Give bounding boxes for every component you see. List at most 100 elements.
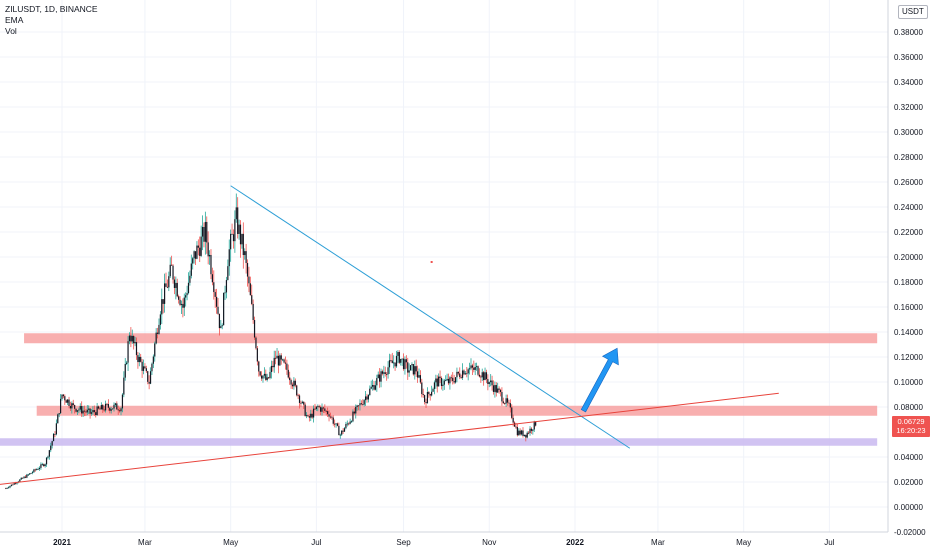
candle	[213, 270, 215, 300]
candle-body	[85, 411, 87, 413]
candle	[116, 401, 118, 410]
candle-body	[405, 359, 407, 363]
candle-body	[121, 394, 124, 409]
candle-body	[182, 303, 184, 308]
time-tick: Jul	[311, 538, 321, 547]
candle-body	[369, 388, 371, 395]
candle	[523, 434, 526, 437]
candle-body	[400, 358, 402, 363]
candle	[357, 405, 360, 411]
candle	[339, 433, 341, 439]
candle	[381, 369, 384, 376]
candle-body	[92, 410, 94, 413]
candle	[374, 380, 377, 391]
currency-unit-badge[interactable]: USDT	[898, 5, 928, 19]
candle	[183, 293, 185, 316]
candle	[394, 362, 396, 371]
candle	[506, 394, 509, 406]
candle-body	[296, 385, 298, 396]
candle	[467, 367, 469, 381]
candle-body	[425, 402, 427, 404]
candle-body	[206, 221, 208, 243]
candle-body	[422, 394, 424, 396]
candle-body	[307, 415, 309, 417]
candle	[88, 405, 90, 414]
candle-body	[398, 352, 400, 363]
candle-body	[321, 407, 323, 412]
candle	[390, 354, 392, 363]
candle-body	[286, 363, 288, 370]
candle-body	[145, 368, 147, 372]
candle-body	[373, 384, 375, 390]
candle	[377, 371, 379, 379]
candle-body	[411, 364, 413, 366]
candle-body	[128, 335, 131, 342]
candle	[7, 486, 10, 489]
candle	[149, 367, 152, 385]
candle-body	[350, 421, 353, 423]
candle	[31, 470, 34, 475]
candle	[476, 362, 478, 371]
candle	[208, 250, 211, 265]
price-tick: 0.18000	[894, 278, 923, 287]
candle	[402, 353, 405, 371]
candle-body	[99, 408, 101, 410]
candle-body	[97, 406, 100, 409]
candle-body	[27, 474, 29, 476]
arrow-icon	[580, 347, 619, 413]
candle-body	[459, 373, 461, 378]
candle-body	[429, 394, 431, 396]
candle-body	[151, 363, 153, 372]
bar-countdown: 16:20:23	[896, 426, 926, 435]
candle-body	[9, 485, 11, 488]
candle	[130, 327, 132, 348]
ema-indicator-label[interactable]: EMA	[5, 15, 24, 25]
candle-body	[440, 378, 443, 387]
candle-body	[359, 403, 361, 406]
candle	[48, 449, 50, 460]
price-tick: 0.24000	[894, 203, 923, 212]
candle	[446, 373, 448, 382]
candle	[68, 396, 70, 409]
candle-body	[291, 384, 294, 387]
candle	[57, 413, 59, 424]
candle	[235, 193, 237, 223]
candle	[142, 359, 145, 375]
candle	[10, 484, 13, 487]
candle-body	[449, 377, 451, 384]
symbol-title: ZILUSDT, 1D, BINANCE	[5, 4, 98, 14]
candle	[200, 225, 202, 258]
candle-body	[301, 401, 303, 404]
candle	[260, 371, 263, 381]
candle-body	[58, 413, 60, 415]
candle	[249, 276, 251, 296]
candle	[117, 405, 119, 415]
candle-body	[169, 264, 171, 277]
candle	[55, 419, 57, 436]
volume-indicator-label[interactable]: Vol	[5, 26, 17, 36]
candle-body	[352, 411, 354, 422]
candle-body	[211, 274, 213, 283]
candle	[37, 467, 39, 470]
candle	[20, 477, 22, 480]
candle-body	[154, 343, 156, 357]
candle-body	[345, 424, 347, 429]
price-tick: 0.14000	[894, 328, 923, 337]
candle	[470, 358, 472, 371]
candle-body	[395, 355, 398, 367]
candle	[303, 401, 305, 409]
candle-body	[305, 415, 308, 417]
candle	[216, 288, 218, 314]
candle	[220, 320, 222, 329]
candle	[310, 409, 312, 422]
candle-body	[200, 236, 202, 256]
candle-body	[113, 404, 115, 409]
candle-body	[424, 395, 426, 403]
candle	[263, 367, 265, 379]
candle-body	[494, 385, 496, 392]
candle	[346, 420, 348, 427]
candle	[301, 400, 303, 404]
candle	[145, 365, 147, 373]
candle	[86, 405, 88, 416]
